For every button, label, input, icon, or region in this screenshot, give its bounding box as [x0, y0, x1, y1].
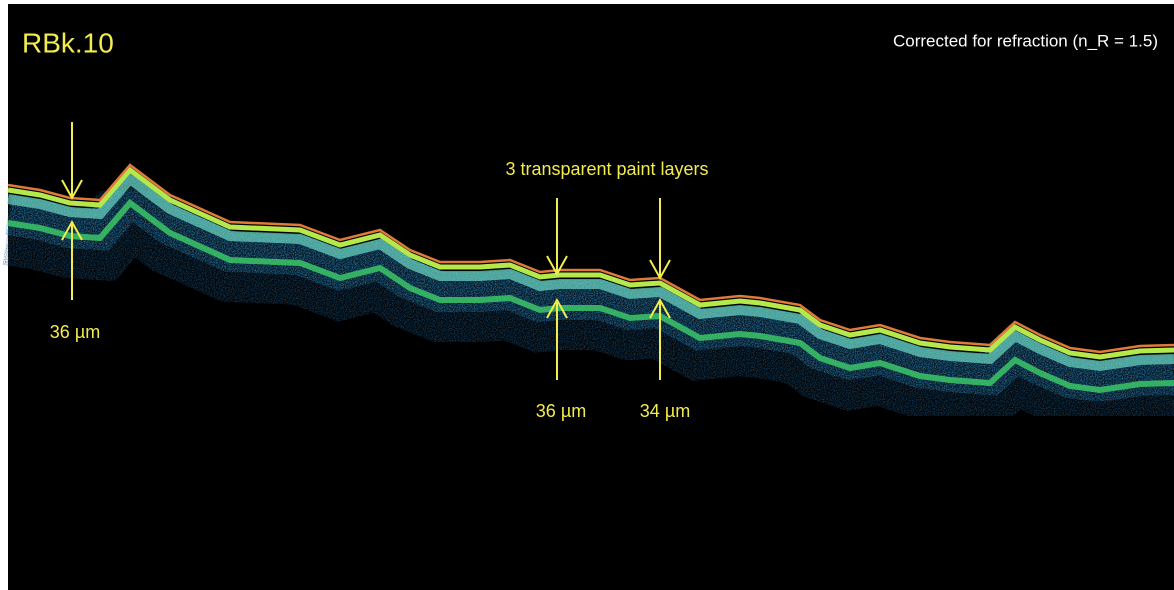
scan-title: RBk.10	[22, 27, 114, 58]
thickness-label: 36 µm	[536, 401, 586, 421]
refraction-note: Corrected for refraction (n_R = 1.5)	[893, 31, 1158, 50]
thickness-label: 34 µm	[640, 401, 690, 421]
oct-scan: RBk.10 Corrected for refraction (n_R = 1…	[0, 0, 1174, 590]
thickness-label: 36 µm	[50, 322, 100, 342]
layers-label: 3 transparent paint layers	[505, 159, 708, 179]
